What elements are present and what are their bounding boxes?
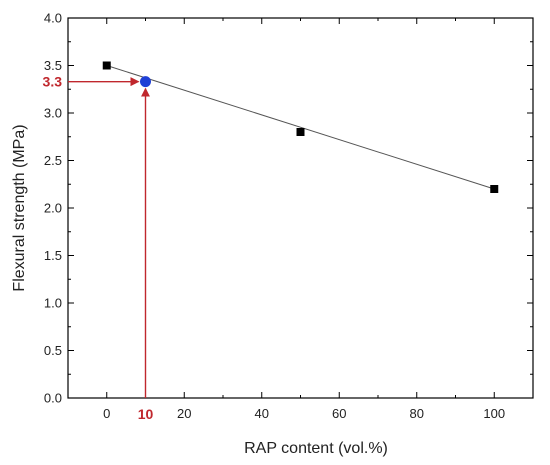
y-tick-label: 4.0 (44, 11, 62, 26)
y-axis-ticks: 0.0 0.5 1.0 1.5 2.0 2.5 3.0 3.5 4.0 (44, 11, 533, 406)
data-point (490, 185, 499, 193)
y-tick-label: 0.0 (44, 391, 62, 406)
fit-line (106, 65, 495, 190)
y-tick-label: 1.0 (44, 296, 62, 311)
y-axis-title: Flexural strength (MPa) (11, 124, 28, 291)
x-axis-title: RAP content (vol.%) (244, 440, 388, 457)
highlight-y-label: 3.3 (43, 74, 63, 90)
fit-line-group (106, 65, 495, 190)
data-point (296, 128, 305, 136)
x-tick-label: 0 (103, 406, 110, 421)
highlight-x-label: 10 (138, 406, 154, 422)
x-tick-label: 100 (483, 406, 505, 421)
x-tick-label: 80 (410, 406, 424, 421)
y-tick-label: 2.0 (44, 201, 62, 216)
data-points (102, 61, 499, 193)
y-tick-label: 3.0 (44, 106, 62, 121)
y-tick-label: 0.5 (44, 343, 62, 358)
x-axis-ticks: 0 20 40 60 80 100 (103, 18, 505, 421)
x-tick-label: 60 (332, 406, 346, 421)
highlight-point (140, 76, 151, 88)
x-tick-label: 40 (255, 406, 269, 421)
annotations: 103.3 (43, 74, 154, 422)
y-tick-label: 2.5 (44, 153, 62, 168)
data-point (102, 61, 111, 70)
y-tick-label: 3.5 (44, 58, 62, 73)
x-tick-label: 20 (177, 406, 191, 421)
y-tick-label: 1.5 (44, 248, 62, 263)
